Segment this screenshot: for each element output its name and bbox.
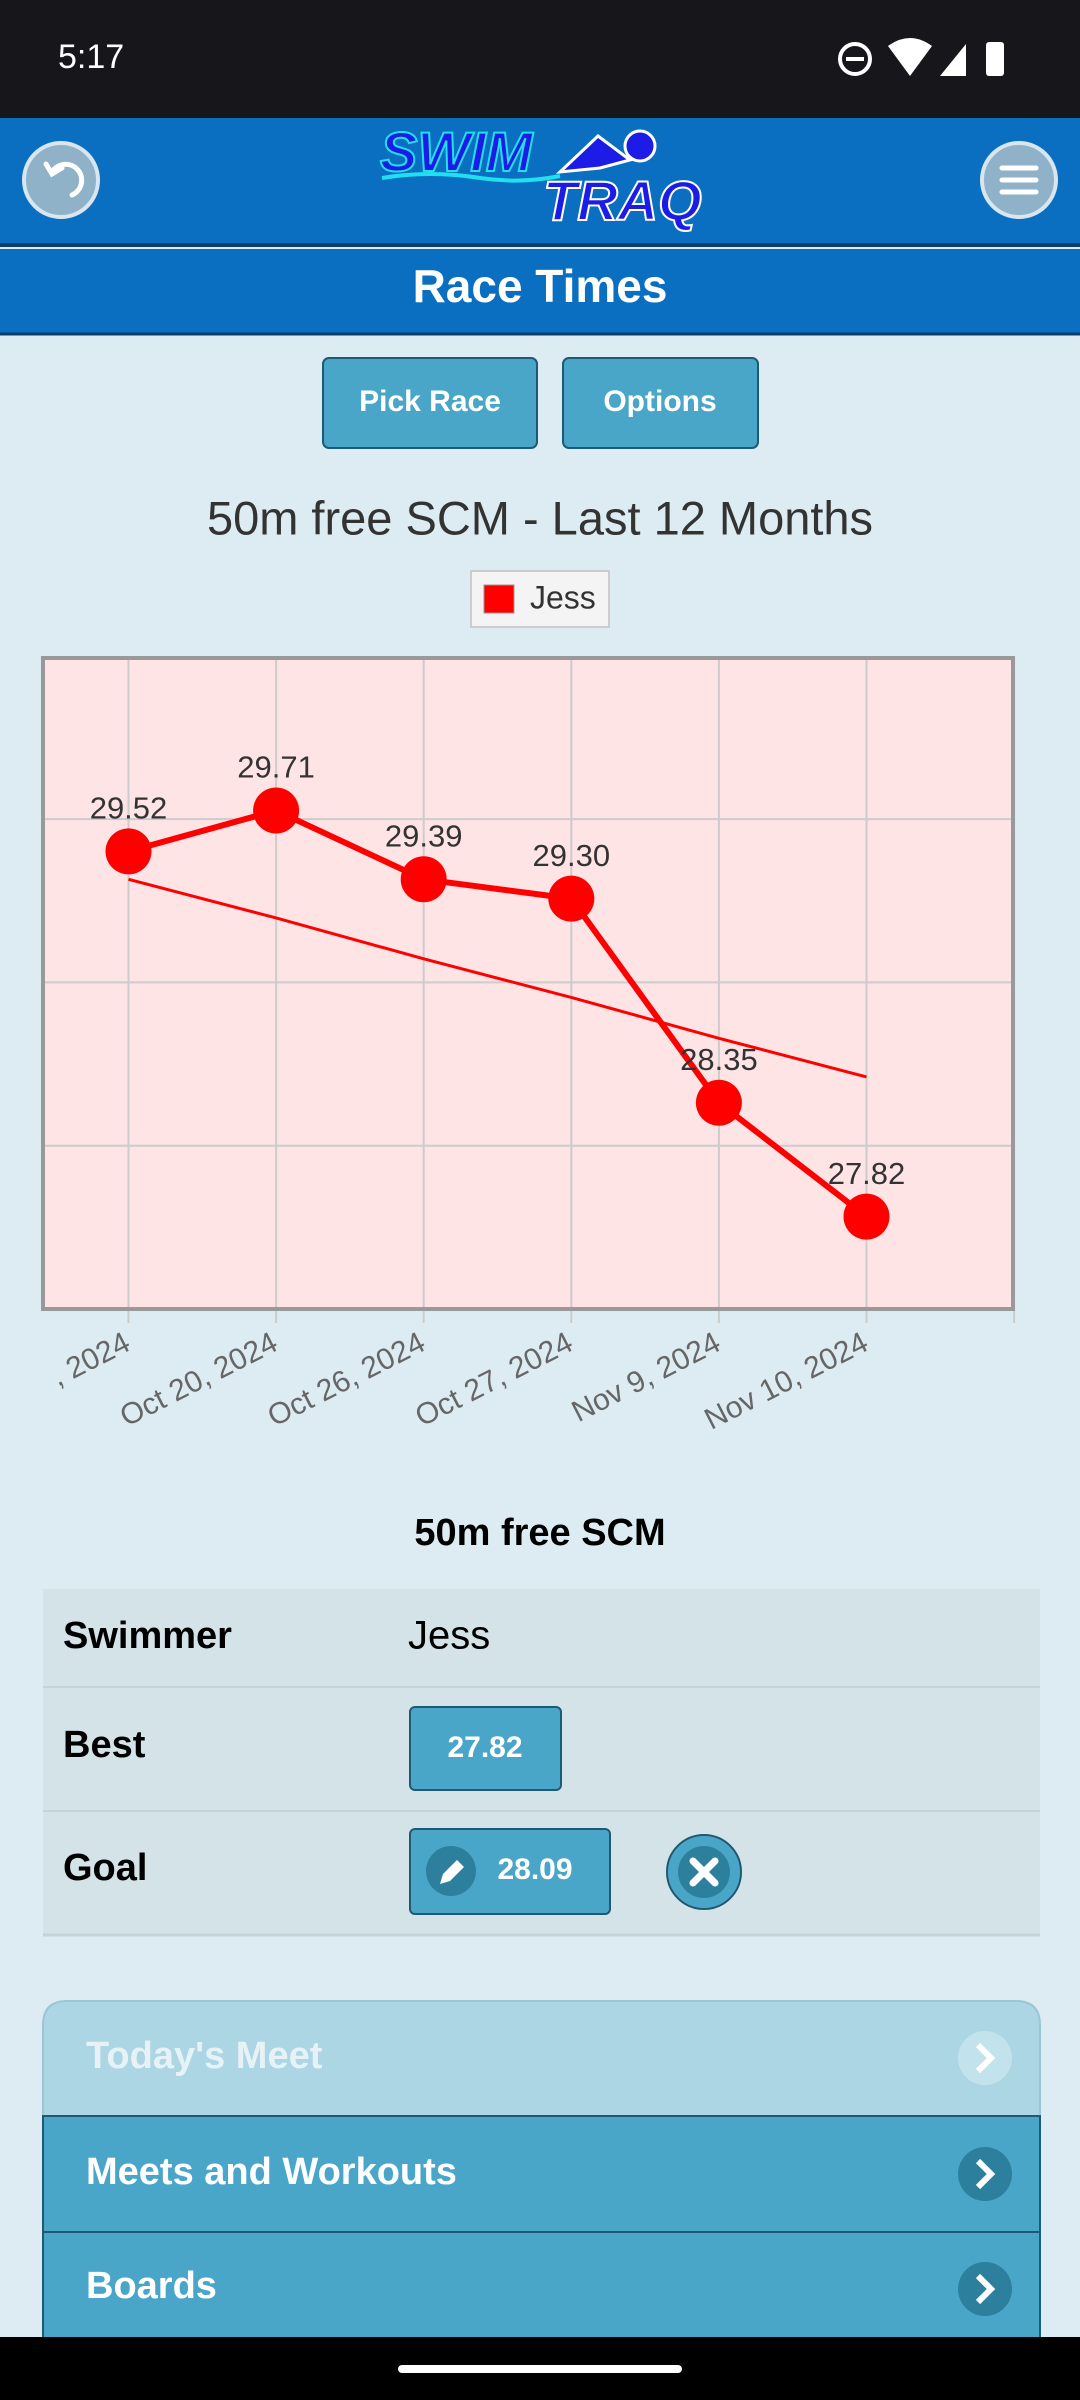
menu-item-disabled: Today's Meet [42,2000,1041,2117]
data-point [400,856,447,903]
header [0,118,1080,245]
page-title: Race Times [413,260,668,312]
chart-title: 50m free SCM - Last 12 Months [207,491,873,544]
data-point [843,1193,890,1240]
row-value: Jess [408,1614,490,1658]
value-label: 28.35 [680,1042,758,1077]
menu-label: Meets and Workouts [86,2151,457,2193]
button-label: Options [603,385,716,418]
button-label: Pick Race [359,385,501,418]
data-point [548,875,595,922]
value-label: 29.52 [90,791,168,826]
value-label: 27.82 [828,1156,906,1191]
options-button[interactable]: Options [562,357,759,449]
back-button[interactable] [22,141,100,219]
plot-border [41,656,1015,1311]
menu-item[interactable]: Meets and Workouts [42,2115,1041,2233]
clear-goal-button[interactable] [666,1834,742,1910]
series-line [127,807,869,1219]
pencil [440,1860,464,1884]
trend-line [128,877,867,1079]
logo-swimmer [623,129,657,163]
best-button[interactable]: 27.82 [409,1706,562,1791]
logo-wave [381,172,561,183]
logo-top: SWIM [380,120,534,183]
row-label: Goal [63,1847,147,1889]
status-icons [838,38,1004,76]
goal-time: 28.09 [497,1853,572,1886]
logo-bottom: TRAQ [543,169,702,232]
menu-button[interactable] [980,141,1058,219]
title-bar [0,249,1080,334]
row-label: Swimmer [63,1615,232,1657]
status-time: 5:17 [58,38,124,76]
logo: SWIM TRAQ [379,119,703,233]
value-label: 29.30 [533,838,611,873]
data-point [105,828,152,875]
row-label: Best [63,1724,146,1766]
value-label: 29.39 [385,818,463,853]
data-point [253,787,300,834]
pick-race-button[interactable]: Pick Race [322,357,538,449]
menu-label: Today's Meet [86,2035,323,2077]
menu-label: Boards [86,2265,217,2307]
logo-swimmer-body [555,134,634,174]
legend-label: Jess [530,579,596,615]
goal-button[interactable]: 28.09 [409,1828,611,1915]
data-point [695,1079,742,1126]
summary-title: 50m free SCM [414,1512,665,1554]
legend-swatch [483,584,515,614]
best-time: 27.82 [447,1731,522,1764]
home-handle[interactable] [398,2365,682,2373]
value-label: 29.71 [237,750,315,785]
